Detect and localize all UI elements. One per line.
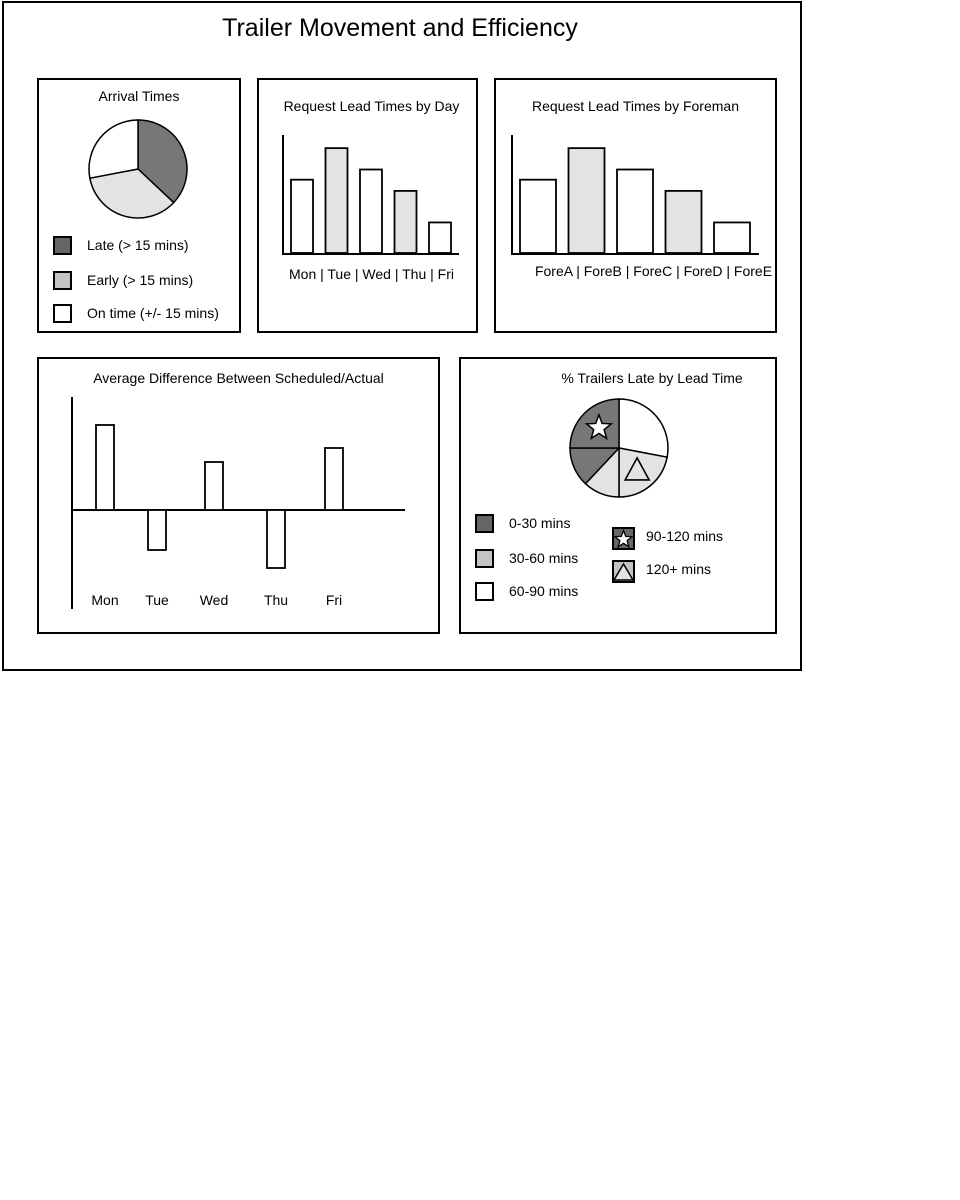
legend-swatch-30-60 <box>475 549 494 568</box>
arrival-times-pie <box>88 119 188 219</box>
lead-times-by-foreman-panel: Request Lead Times by Foreman ForeA | Fo… <box>494 78 777 333</box>
legend-label-on-time: On time (+/- 15 mins) <box>87 305 219 321</box>
avg-difference-label-thu: Thu <box>264 592 288 608</box>
arrival-slice-on-time-15-mins <box>88 119 139 180</box>
by-day-bar-thu <box>393 189 418 254</box>
legend-label-120-plus: 120+ mins <box>646 561 711 577</box>
trailers-late-panel: % Trailers Late by Lead Time 0-30 mins 3… <box>459 357 777 634</box>
legend-label-early: Early (> 15 mins) <box>87 272 194 288</box>
legend-triangle-icon <box>612 560 635 583</box>
avg-difference-bar-wed <box>204 461 224 511</box>
star-icon <box>584 412 614 441</box>
legend-star-icon <box>612 527 635 550</box>
lead-times-by-foreman-title: Request Lead Times by Foreman <box>532 98 739 114</box>
avg-difference-label-wed: Wed <box>200 592 229 608</box>
by-day-bar-fri <box>428 221 452 254</box>
late-slice-120-mins <box>618 447 669 498</box>
by-foreman-axes <box>511 135 759 255</box>
by-day-bar-wed <box>359 168 383 254</box>
by-foreman-bar-foree <box>713 221 751 254</box>
lead-times-by-day-chart <box>282 135 459 255</box>
legend-label-60-90: 60-90 mins <box>509 583 579 599</box>
avg-difference-panel: Average Difference Between Scheduled/Act… <box>37 357 440 634</box>
legend-label-30-60: 30-60 mins <box>509 550 579 566</box>
by-day-bar-mon <box>290 178 314 254</box>
by-foreman-bar-forea <box>519 178 557 254</box>
by-foreman-bar-forec <box>616 168 654 254</box>
legend-swatch-late <box>53 236 72 255</box>
avg-difference-bar-mon <box>95 424 115 511</box>
lead-times-by-foreman-chart <box>511 135 759 255</box>
legend-swatch-on-time <box>53 304 72 323</box>
avg-difference-label-tue: Tue <box>145 592 169 608</box>
trailers-late-pie <box>569 398 669 498</box>
arrival-slice-late-15-mins <box>137 119 188 204</box>
avg-difference-bar-tue <box>147 509 167 551</box>
legend-swatch-60-90 <box>475 582 494 601</box>
trailers-late-title: % Trailers Late by Lead Time <box>561 370 743 386</box>
by-foreman-bar-foreb <box>567 147 606 254</box>
avg-difference-label-fri: Fri <box>326 592 342 608</box>
lead-times-by-foreman-categories: ForeA | ForeB | ForeC | ForeD | ForeE <box>534 263 773 279</box>
lead-times-by-day-title: Request Lead Times by Day <box>283 98 460 114</box>
avg-difference-label-mon: Mon <box>91 592 118 608</box>
lead-times-by-day-panel: Request Lead Times by Day Mon | Tue | We… <box>257 78 478 333</box>
legend-swatch-0-30 <box>475 514 494 533</box>
arrival-times-title: Arrival Times <box>98 88 180 104</box>
legend-label-0-30: 0-30 mins <box>509 515 571 531</box>
legend-label-late: Late (> 15 mins) <box>87 237 189 253</box>
lead-times-by-day-categories: Mon | Tue | Wed | Thu | Fri <box>289 266 454 282</box>
legend-swatch-early <box>53 271 72 290</box>
arrival-times-panel: Arrival Times Late (> 15 mins) Early (> … <box>37 78 241 333</box>
by-day-axes <box>282 135 459 255</box>
avg-difference-bar-thu <box>266 509 286 569</box>
triangle-icon <box>623 456 651 481</box>
avg-difference-title: Average Difference Between Scheduled/Act… <box>93 370 384 386</box>
arrival-slice-early-15-mins <box>88 168 175 219</box>
late-slice-60-90-mins <box>618 398 669 459</box>
by-day-bar-tue <box>324 147 349 254</box>
by-foreman-bar-fored <box>664 189 703 254</box>
legend-label-90-120: 90-120 mins <box>646 528 724 544</box>
avg-difference-bar-fri <box>324 447 344 511</box>
dashboard-title: Trailer Movement and Efficiency <box>222 14 578 42</box>
avg-difference-chart: Mon Tue Wed Thu Fri <box>71 397 405 609</box>
